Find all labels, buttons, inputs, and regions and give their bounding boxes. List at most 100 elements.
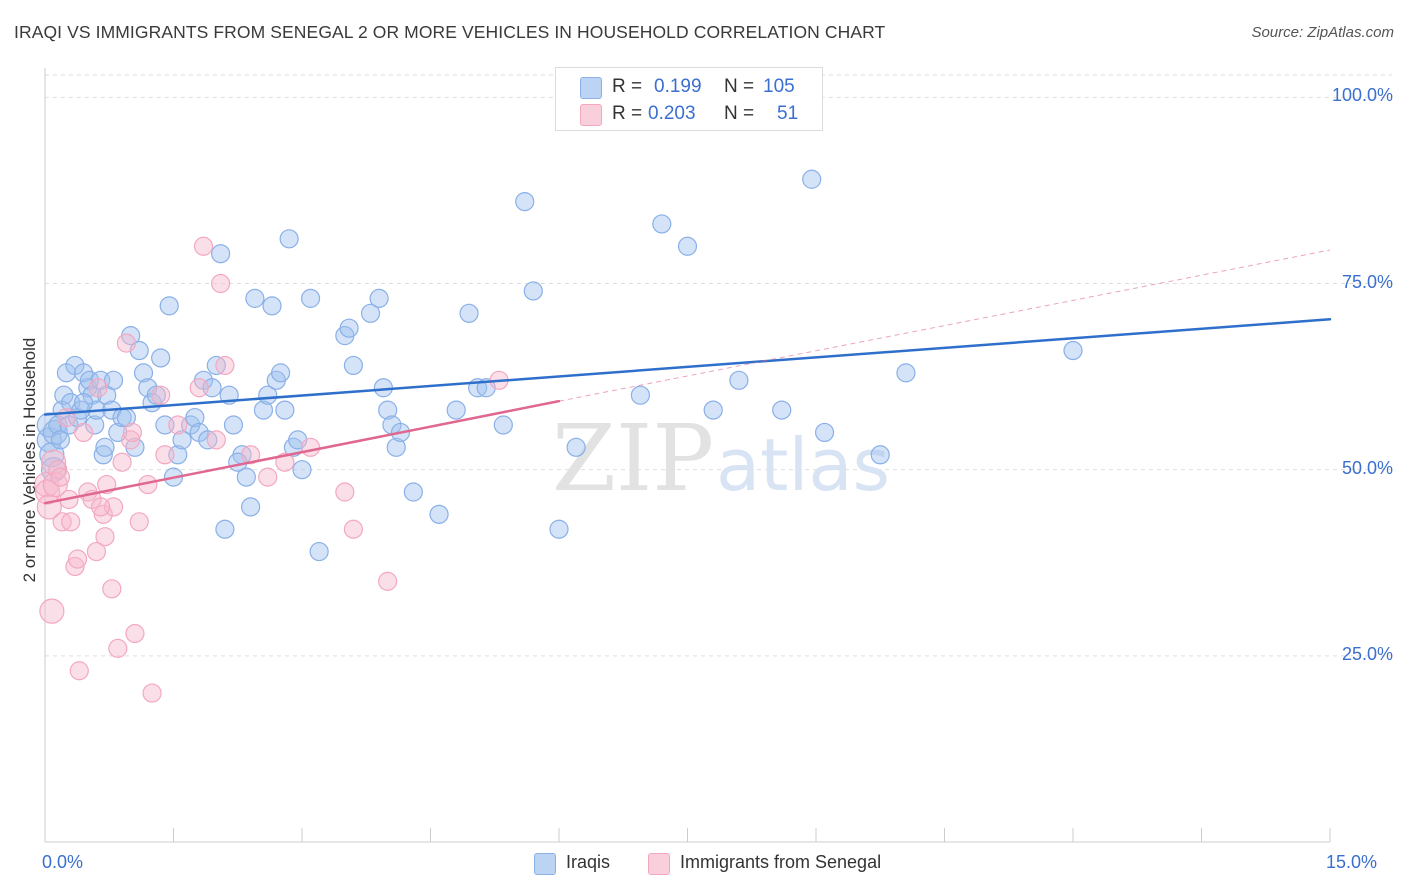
trend-extension-senegal [558, 249, 1331, 402]
point-iraqis [215, 519, 235, 539]
point-senegal [151, 385, 171, 405]
point-iraqis [151, 348, 171, 368]
point-iraqis [772, 400, 792, 420]
point-iraqis [429, 504, 449, 524]
point-iraqis [309, 541, 329, 562]
axes [44, 68, 1331, 843]
point-iraqis [93, 445, 113, 465]
point-iraqis [258, 385, 278, 405]
point-senegal [378, 571, 398, 591]
point-iraqis [275, 400, 295, 420]
point-iraqis [159, 296, 179, 316]
point-iraqis [343, 355, 363, 376]
point-senegal [69, 661, 89, 681]
point-iraqis [172, 430, 192, 450]
point-iraqis [292, 460, 312, 480]
point-iraqis [50, 430, 71, 450]
point-iraqis [300, 288, 321, 308]
point-iraqis [802, 169, 822, 189]
point-iraqis [223, 415, 244, 435]
stats-legend: R = 0.199 N = 105 R = 0.203 N = 51 [555, 67, 823, 131]
point-iraqis [185, 407, 205, 428]
point-iraqis [459, 303, 479, 323]
y-tick-label: 100.0% [1331, 85, 1393, 106]
point-senegal [65, 556, 85, 577]
y-axis-label: 2 or more Vehicles in Household [20, 337, 39, 583]
point-senegal [206, 430, 226, 450]
point-senegal [121, 430, 141, 450]
point-iraqis [446, 400, 466, 420]
watermark-atlas: atlas [716, 423, 890, 507]
r-label: R = [612, 76, 643, 97]
point-senegal [61, 512, 81, 532]
trend-line-iraqis [43, 317, 1332, 416]
point-iraqis [85, 415, 105, 435]
point-iraqis [339, 318, 359, 338]
point-senegal [102, 579, 122, 599]
point-iraqis [870, 445, 890, 465]
point-iraqis [369, 288, 389, 308]
point-senegal [300, 437, 321, 457]
point-iraqis [896, 363, 916, 383]
point-senegal [335, 482, 355, 502]
point-senegal [108, 638, 128, 658]
r-label: R = [612, 103, 643, 124]
point-senegal [88, 378, 108, 398]
point-senegal [189, 378, 209, 398]
point-iraqis [95, 437, 115, 457]
point-iraqis [73, 393, 94, 413]
point-senegal [91, 497, 111, 517]
trend-lines [43, 249, 1332, 505]
point-iraqis [103, 370, 124, 390]
point-iraqis [262, 296, 282, 316]
series-iraqis [36, 169, 1083, 562]
point-iraqis [729, 370, 749, 390]
point-senegal [39, 598, 65, 624]
point-senegal [142, 683, 162, 703]
point-iraqis [236, 467, 256, 487]
watermark-zip: ZIP [552, 405, 714, 512]
point-iraqis [378, 400, 398, 420]
swatch-iraqis [580, 77, 602, 99]
point-iraqis [54, 385, 74, 405]
point-iraqis [146, 385, 166, 405]
y-tick-label: 50.0% [1341, 457, 1393, 478]
y-tick-label: 75.0% [1341, 271, 1393, 292]
legend-swatch-senegal [648, 853, 670, 875]
point-iraqis [386, 437, 406, 457]
point-iraqis [523, 281, 543, 301]
n-label: N = [724, 103, 755, 124]
point-iraqis [652, 214, 672, 234]
chart-title: IRAQI VS IMMIGRANTS FROM SENEGAL 2 OR MO… [14, 22, 886, 42]
n-label: N = [724, 76, 755, 97]
point-senegal [122, 422, 142, 443]
point-iraqis [360, 303, 381, 323]
point-iraqis [253, 400, 274, 420]
point-iraqis [279, 229, 299, 249]
point-senegal [48, 460, 68, 480]
point-iraqis [677, 236, 698, 256]
n-value: 105 [763, 76, 795, 97]
point-iraqis [245, 288, 265, 308]
point-iraqis [549, 519, 569, 539]
x-tick-max: 15.0% [1326, 852, 1378, 872]
point-senegal [193, 236, 214, 256]
point-iraqis [270, 363, 291, 383]
r-value: 0.199 [654, 76, 702, 97]
point-senegal [95, 527, 115, 547]
point-senegal [258, 467, 278, 487]
point-senegal [67, 549, 88, 569]
point-iraqis [1063, 340, 1083, 361]
point-senegal [155, 445, 175, 465]
y-tick-label: 25.0% [1341, 643, 1393, 664]
swatch-senegal [580, 104, 602, 126]
point-senegal [168, 415, 188, 435]
point-senegal [129, 512, 149, 532]
point-senegal [343, 519, 363, 539]
x-tick-min: 0.0% [42, 852, 84, 872]
point-senegal [50, 467, 71, 487]
n-value: 51 [777, 103, 799, 124]
point-iraqis [403, 482, 423, 502]
point-senegal [125, 623, 145, 644]
